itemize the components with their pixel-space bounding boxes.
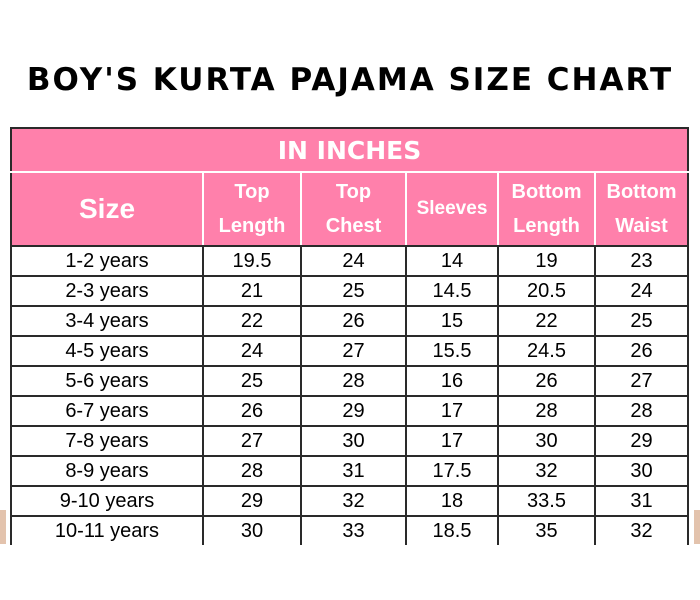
cell-sleeves: 17.5 <box>405 456 499 487</box>
column-header-bottom-length-line-1: Bottom <box>511 181 582 203</box>
cell-bottom-length: 35 <box>497 516 596 545</box>
cell-bottom-waist: 25 <box>593 306 690 337</box>
cell-sleeves: 14.5 <box>405 276 499 307</box>
right-edge-strip <box>694 510 700 544</box>
column-header-row: Size Top Length Top Chest Sleeves Bottom… <box>10 172 690 247</box>
column-header-top-length: Top Length <box>202 172 302 247</box>
column-header-size: Size <box>10 172 204 247</box>
cell-bottom-length: 24.5 <box>497 336 596 367</box>
cell-sleeves: 17 <box>405 396 499 427</box>
cell-top-length: 30 <box>202 516 302 545</box>
cell-size: 9-10 years <box>10 486 204 517</box>
unit-banner-row: IN INCHES <box>9 127 690 173</box>
column-header-bottom-waist-line-1: Bottom <box>606 181 677 203</box>
cell-bottom-waist: 30 <box>593 456 690 487</box>
cell-top-chest: 30 <box>300 426 407 457</box>
cell-bottom-length: 26 <box>497 366 596 397</box>
cell-size: 3-4 years <box>10 306 204 337</box>
column-header-bottom-length-line-2: Length <box>513 215 580 237</box>
cell-bottom-length: 22 <box>497 306 596 337</box>
cell-top-chest: 28 <box>300 366 407 397</box>
cell-top-length: 19.5 <box>202 246 302 277</box>
table-row: 6-7 years 26 29 17 28 28 <box>10 396 690 427</box>
cell-top-chest: 27 <box>300 336 407 367</box>
cell-top-length: 26 <box>202 396 302 427</box>
size-chart-table: IN INCHES Size Top Length Top Chest Slee… <box>9 127 690 545</box>
cell-sleeves: 14 <box>405 246 499 277</box>
column-header-bottom-waist: Bottom Waist <box>593 172 690 247</box>
cell-size: 5-6 years <box>10 366 204 397</box>
table-row: 9-10 years 29 32 18 33.5 31 <box>10 486 690 517</box>
table-row: 2-3 years 21 25 14.5 20.5 24 <box>10 276 690 307</box>
cell-top-chest: 31 <box>300 456 407 487</box>
cell-top-chest: 25 <box>300 276 407 307</box>
column-header-bottom-waist-line-2: Waist <box>615 215 668 237</box>
cell-bottom-waist: 32 <box>593 516 690 545</box>
cell-top-length: 22 <box>202 306 302 337</box>
table-row: 7-8 years 27 30 17 30 29 <box>10 426 690 457</box>
unit-banner: IN INCHES <box>9 127 690 173</box>
cell-bottom-waist: 23 <box>593 246 690 277</box>
table-row: 10-11 years 30 33 18.5 35 32 <box>10 516 690 545</box>
cell-top-chest: 33 <box>300 516 407 545</box>
cell-top-length: 27 <box>202 426 302 457</box>
column-header-top-chest: Top Chest <box>300 172 407 247</box>
cell-sleeves: 15.5 <box>405 336 499 367</box>
cell-size: 6-7 years <box>10 396 204 427</box>
cell-top-length: 25 <box>202 366 302 397</box>
cell-top-chest: 32 <box>300 486 407 517</box>
cell-sleeves: 18.5 <box>405 516 499 545</box>
cell-bottom-waist: 26 <box>593 336 690 367</box>
table-row: 1-2 years 19.5 24 14 19 23 <box>10 246 690 277</box>
cell-bottom-length: 33.5 <box>497 486 596 517</box>
cell-size: 1-2 years <box>10 246 204 277</box>
table-row: 4-5 years 24 27 15.5 24.5 26 <box>10 336 690 367</box>
cell-top-length: 29 <box>202 486 302 517</box>
cell-bottom-length: 28 <box>497 396 596 427</box>
left-edge-strip <box>0 510 6 544</box>
cell-size: 2-3 years <box>10 276 204 307</box>
cell-top-length: 28 <box>202 456 302 487</box>
cell-top-chest: 24 <box>300 246 407 277</box>
table-row: 8-9 years 28 31 17.5 32 30 <box>10 456 690 487</box>
cell-sleeves: 16 <box>405 366 499 397</box>
cell-sleeves: 18 <box>405 486 499 517</box>
column-header-top-chest-line-2: Chest <box>325 215 382 237</box>
cell-size: 8-9 years <box>10 456 204 487</box>
cell-sleeves: 17 <box>405 426 499 457</box>
cell-bottom-length: 32 <box>497 456 596 487</box>
column-header-top-length-line-1: Top <box>234 181 270 203</box>
cell-bottom-waist: 27 <box>593 366 690 397</box>
cell-size: 10-11 years <box>10 516 204 545</box>
cell-bottom-length: 19 <box>497 246 596 277</box>
table-row: 5-6 years 25 28 16 26 27 <box>10 366 690 397</box>
cell-bottom-length: 30 <box>497 426 596 457</box>
column-header-bottom-length: Bottom Length <box>497 172 596 247</box>
cell-top-length: 21 <box>202 276 302 307</box>
column-header-top-length-line-2: Length <box>218 215 286 237</box>
cell-bottom-length: 20.5 <box>497 276 596 307</box>
column-header-sleeves: Sleeves <box>405 172 499 247</box>
cell-sleeves: 15 <box>405 306 499 337</box>
cell-top-length: 24 <box>202 336 302 367</box>
page-title: BOY'S KURTA PAJAMA SIZE CHART <box>26 62 674 98</box>
cell-top-chest: 29 <box>300 396 407 427</box>
cell-bottom-waist: 28 <box>593 396 690 427</box>
column-header-top-chest-line-1: Top <box>335 181 372 203</box>
cell-top-chest: 26 <box>300 306 407 337</box>
cell-bottom-waist: 31 <box>593 486 690 517</box>
cell-size: 7-8 years <box>10 426 204 457</box>
cell-bottom-waist: 24 <box>593 276 690 307</box>
cell-size: 4-5 years <box>10 336 204 367</box>
cell-bottom-waist: 29 <box>593 426 690 457</box>
table-row: 3-4 years 22 26 15 22 25 <box>10 306 690 337</box>
